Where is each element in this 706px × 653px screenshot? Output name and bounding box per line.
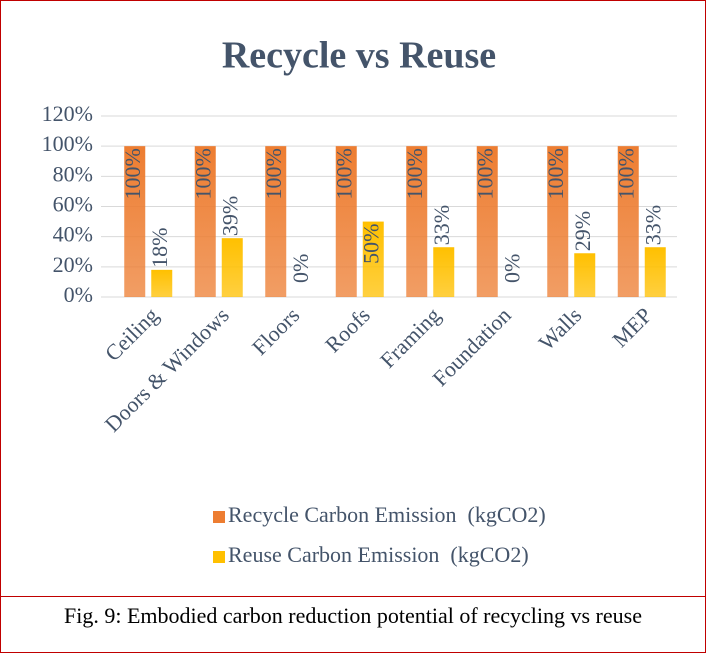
bar (476, 146, 498, 297)
data-label: 39% (217, 196, 242, 236)
bar (362, 221, 384, 297)
data-label: 33% (429, 205, 454, 245)
legend-label: Reuse Carbon Emission (kgCO2) (228, 542, 529, 567)
data-label: 29% (570, 211, 595, 251)
data-label: 100% (472, 148, 497, 199)
bar (124, 146, 146, 297)
x-tick-label: Walls (534, 302, 587, 355)
legend-swatch (213, 511, 225, 523)
x-tick-label: Ceiling (100, 302, 163, 365)
y-tick-label: 0% (64, 282, 93, 307)
y-tick-label: 20% (53, 252, 93, 277)
data-label: 100% (331, 148, 356, 199)
data-label: 18% (147, 228, 172, 268)
data-label: 0% (288, 254, 313, 283)
x-tick-label: MEP (607, 302, 657, 352)
x-tick-label: Roofs (320, 302, 375, 357)
bar (574, 253, 596, 297)
x-tick-label: Floors (247, 302, 304, 359)
data-label: 50% (358, 224, 383, 264)
data-label: 100% (120, 148, 145, 199)
bar (335, 146, 357, 297)
chart: Recycle vs Reuse 0% 20% 40% 60% 80% 100% 120% C… (42, 35, 677, 567)
bar (221, 238, 243, 297)
y-tick-label: 100% (42, 131, 93, 156)
x-tick-label: Framing (375, 302, 445, 372)
y-tick-label: 40% (53, 222, 93, 247)
x-tick-label: Doors & Windows (100, 302, 234, 436)
data-label: 100% (190, 148, 215, 199)
chart-title: Recycle vs Reuse (222, 35, 496, 77)
data-label: 100% (402, 148, 427, 199)
bar (644, 247, 666, 297)
data-label: 100% (261, 148, 286, 199)
y-tick-label: 120% (42, 101, 93, 126)
y-tick-label: 60% (53, 192, 93, 217)
bar (265, 146, 287, 297)
y-tick-label: 80% (53, 161, 93, 186)
data-label: 0% (499, 254, 524, 283)
caption: Fig. 9: Embodied carbon reduction potent… (1, 596, 705, 652)
data-label: 100% (543, 148, 568, 199)
bar (406, 146, 428, 297)
bar (194, 146, 216, 297)
bar (151, 269, 173, 297)
bar (433, 247, 455, 297)
bar (617, 146, 639, 297)
data-label: 100% (613, 148, 638, 199)
legend-label: Recycle Carbon Emission (kgCO2) (228, 502, 546, 527)
legend-swatch (213, 551, 225, 563)
bar (547, 146, 569, 297)
data-label: 33% (640, 205, 665, 245)
